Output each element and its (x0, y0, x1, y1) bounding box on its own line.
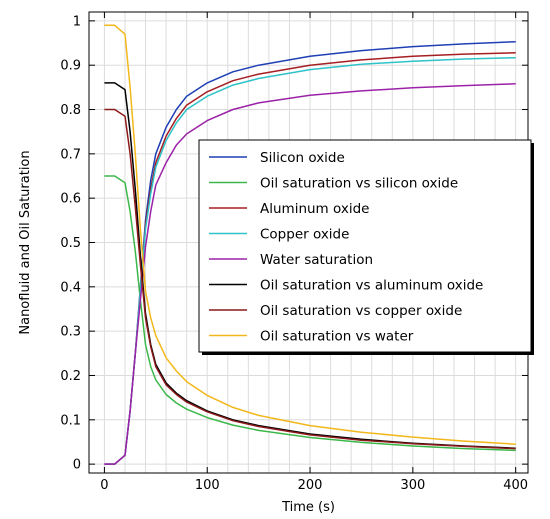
legend-label: Oil saturation vs aluminum oxide (260, 278, 483, 294)
y-tick-label: 0.4 (60, 280, 81, 295)
legend-label: Oil saturation vs copper oxide (260, 303, 462, 319)
y-tick-label: 0.1 (60, 413, 81, 428)
x-tick-label: 200 (298, 478, 323, 493)
series-line-oil-saturation-vs-copper-oxide (104, 108, 516, 450)
legend-label: Water saturation (260, 252, 373, 268)
y-tick-label: 0.5 (60, 236, 81, 251)
y-tick-label: 0 (73, 458, 81, 473)
legend-label: Oil saturation vs water (260, 329, 414, 345)
legend-label: Copper oxide (260, 227, 349, 243)
x-tick-label: 0 (100, 478, 108, 493)
legend-label: Oil saturation vs silicon oxide (260, 176, 458, 192)
axis-ticks: 0 100 200 300 400 0 0.1 0.2 0.3 0.4 0.5 0.6 0.7 0.8 0.… (60, 12, 528, 493)
series-lines (104, 24, 516, 465)
x-tick-label: 400 (503, 478, 528, 493)
y-tick-label: 0.8 (60, 103, 81, 118)
x-tick-label: 100 (195, 478, 220, 493)
y-tick-label: 0.6 (60, 192, 81, 207)
x-tick-label: 300 (400, 478, 425, 493)
legend: Silicon oxide Oil saturation vs silicon o… (198, 139, 534, 355)
series-line-oil-saturation-vs-water (104, 24, 516, 445)
y-tick-label: 1 (73, 14, 81, 29)
y-tick-label: 0.9 (60, 59, 81, 74)
legend-label: Silicon oxide (260, 150, 345, 166)
y-tick-label: 0.2 (60, 369, 81, 384)
series-line-oil-saturation-vs-aluminum-oxide (104, 82, 516, 449)
y-tick-label: 0.3 (60, 325, 81, 340)
y-tick-label: 0.7 (60, 147, 81, 162)
legend-box (198, 139, 532, 353)
x-axis-label: Time (s) (281, 500, 335, 515)
series-line-water-saturation (104, 83, 516, 465)
series-line-oil-saturation-vs-silicon-oxide (104, 175, 516, 452)
y-axis-label: Nanofluid and Oil Saturation (18, 150, 33, 334)
legend-label: Aluminum oxide (260, 201, 369, 217)
